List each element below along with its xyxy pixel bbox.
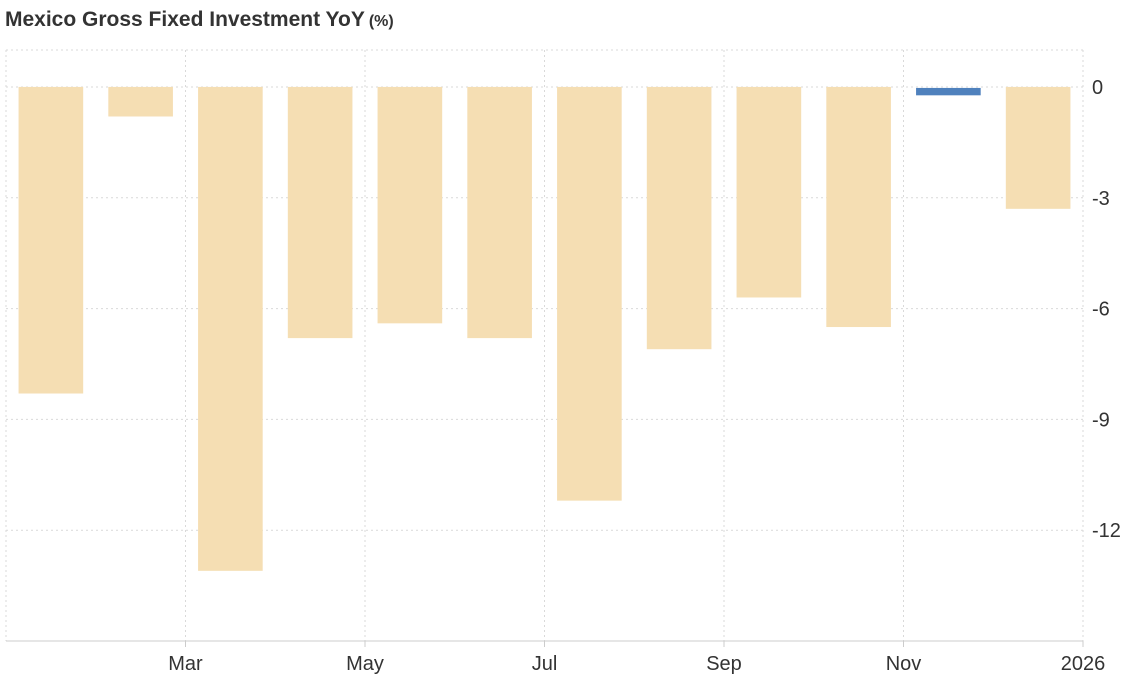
bar-2025-07[interactable]: [557, 86, 622, 501]
chart-title: Mexico Gross Fixed Investment YoY: [5, 8, 365, 31]
bar-2025-11[interactable]: [916, 87, 981, 96]
x-tick-label: Sep: [706, 653, 742, 675]
x-tick-label: Nov: [886, 653, 922, 675]
bar-2025-06[interactable]: [467, 86, 532, 339]
bar-2025-12[interactable]: [1005, 86, 1071, 209]
chart-unit: (%): [368, 13, 394, 30]
y-tick-label: -6: [1092, 299, 1110, 321]
bar-2025-02[interactable]: [108, 86, 173, 117]
y-tick-label: 0: [1092, 77, 1103, 99]
x-tick-label: Mar: [168, 653, 203, 675]
y-tick-label: -12: [1092, 520, 1121, 542]
y-tick-label: -9: [1092, 409, 1110, 431]
bar-2025-05[interactable]: [377, 86, 443, 324]
label-layer: 0 -3 -6 -9 -12 Mar May Jul Sep Nov 2026: [168, 77, 1121, 675]
x-tick-label: 2026: [1061, 653, 1106, 675]
x-tick-label: May: [346, 653, 384, 675]
y-tick-label: -3: [1092, 188, 1110, 210]
bar-2025-08[interactable]: [646, 86, 712, 350]
bar-2025-10[interactable]: [826, 86, 891, 328]
grid-layer: [5, 49, 1084, 642]
chart-title-block: Mexico Gross Fixed Investment YoY (%): [5, 8, 394, 32]
bar-layer: [18, 86, 1071, 571]
axis-layer: [6, 640, 1084, 647]
bar-2025-04[interactable]: [287, 86, 353, 339]
x-tick-label: Jul: [532, 653, 558, 675]
bar-2025-01[interactable]: [18, 86, 84, 394]
bar-2025-03[interactable]: [198, 86, 263, 571]
bar-2025-09[interactable]: [736, 86, 802, 298]
